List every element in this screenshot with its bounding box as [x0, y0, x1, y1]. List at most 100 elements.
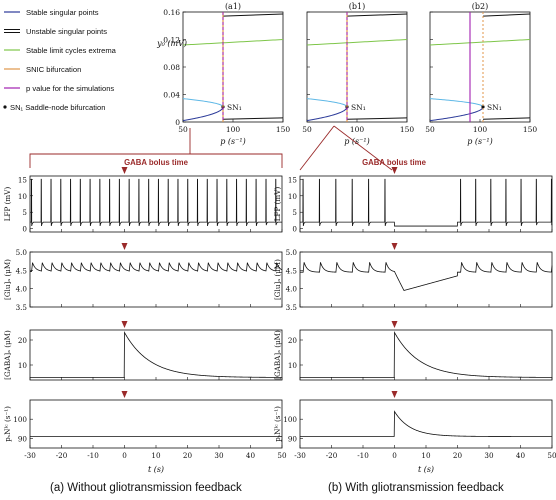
connector-b-right [333, 125, 393, 171]
ts-frame-b-gaba [299, 329, 553, 381]
ts-yticklabel-b-lfp: 5 [292, 208, 297, 217]
legend-item-0: Stable singular points [26, 8, 99, 17]
ts-yticklabel-a-glu: 5.0 [16, 248, 28, 257]
ts-frame-a-gaba [29, 329, 283, 381]
ts-bolus-marker-a-glu [121, 243, 128, 250]
legend-item-5: SN₁ Saddle-node bifurcation [10, 103, 105, 112]
ts-xticklabel-b: -30 [294, 451, 306, 460]
ts-xticklabel-a: -20 [56, 451, 68, 460]
bif-sn-label-b2: SN₁ [487, 103, 502, 112]
ts-xticklabel-a: -30 [24, 451, 36, 460]
bif-lower-unstable-b1 [346, 117, 408, 120]
bif-limit-upper-b1 [306, 39, 408, 46]
ts-yticklabel-a-psnic: 90 [18, 434, 28, 443]
bif-xticklabel-b2: 50 [425, 125, 435, 134]
ts-bolus-marker-b-glu [391, 243, 398, 250]
ts-xticklabel-a: 10 [151, 451, 161, 460]
bif-yticklabel: 0 [175, 118, 180, 127]
bolus-label-a: GABA bolus time [124, 158, 188, 167]
ts-frame-b-glu [299, 251, 553, 308]
trace-b-psnic [300, 410, 552, 437]
ts-yticklabel-a-glu: 4.5 [16, 266, 28, 275]
bif-ylabel: y₀ (mV) [156, 39, 187, 48]
ts-yticklabel-a-lfp: 10 [18, 192, 28, 201]
bif-xticklabel-b2: 150 [523, 125, 538, 134]
ts-xlabel-b: t (s) [418, 465, 434, 474]
bif-upper-stable-b2 [482, 13, 531, 17]
legend-item-2: Stable limit cycles extrema [26, 46, 117, 55]
bif-yticklabel: 0.12 [163, 36, 180, 45]
ts-frame-a-psnic [29, 399, 283, 449]
ts-yticklabel-a-glu: 4.0 [16, 285, 28, 294]
bif-xticklabel-a1: 50 [178, 125, 188, 134]
bif-sn-lower-b1 [306, 106, 348, 122]
ts-yticklabel-b-glu: 5.0 [286, 248, 298, 257]
trace-a-lfp [30, 178, 282, 227]
bif-frame-b2 [429, 11, 531, 123]
bif-title-a1: (a1) [225, 2, 241, 11]
ts-yticklabel-a-lfp: 15 [18, 175, 28, 184]
trace-b-gaba [300, 331, 552, 378]
bif-sn-lower-b2 [429, 106, 484, 122]
ts-xticklabel-a: 0 [122, 451, 127, 460]
ts-yticklabel-b-gaba: 20 [288, 336, 298, 345]
bif-lower-unstable-b2 [482, 117, 531, 120]
ts-bolus-marker-a-lfp [121, 167, 128, 174]
ts-bolus-marker-a-gaba [121, 321, 128, 328]
bif-limit-upper-a1 [182, 39, 284, 46]
ts-ylabel-b-gaba: [GABA]ₐ (μM) [273, 330, 282, 380]
ts-ylabel-a-lfp: LFP (mV) [3, 187, 12, 222]
ts-xticklabel-b: 20 [453, 451, 463, 460]
bif-yticklabel: 0.08 [163, 63, 180, 72]
ts-bolus-marker-a-psnic [121, 391, 128, 398]
ts-ylabel-a-psnic: pₛNᴵᶜ (s⁻¹) [3, 406, 12, 442]
ts-xticklabel-a: 40 [246, 451, 256, 460]
ts-frame-a-glu [29, 251, 283, 308]
trace-b-glu [300, 262, 553, 291]
bif-sn-upper-b1 [306, 98, 348, 108]
ts-bolus-marker-b-lfp [391, 167, 398, 174]
legend-marker-sn [3, 105, 7, 109]
bif-limit-upper-b2 [429, 39, 531, 46]
bif-xticklabel-a1: 150 [276, 125, 291, 134]
connector-a-left [29, 128, 191, 168]
bolus-label-b: GABA bolus time [362, 158, 426, 167]
ts-xticklabel-a: 20 [183, 451, 193, 460]
bif-xlabel-a1: p (s⁻¹) [220, 137, 245, 146]
ts-yticklabel-a-glu: 3.5 [16, 303, 28, 312]
ts-xticklabel-b: 10 [421, 451, 431, 460]
connector-b-left [299, 125, 335, 171]
ts-bolus-marker-b-gaba [391, 321, 398, 328]
ts-frame-b-psnic [299, 399, 553, 449]
trace-b-lfp [300, 178, 553, 227]
ts-xlabel-a: t (s) [148, 465, 164, 474]
bif-xticklabel-b1: 100 [350, 125, 365, 134]
ts-yticklabel-a-lfp: 0 [22, 225, 27, 234]
ts-yticklabel-b-lfp: 0 [292, 225, 297, 234]
bif-xticklabel-b1: 150 [400, 125, 415, 134]
bif-xticklabel-b1: 50 [302, 125, 312, 134]
ts-xticklabel-b: 0 [392, 451, 397, 460]
ts-yticklabel-b-psnic: 90 [288, 434, 298, 443]
ts-yticklabel-a-gaba: 20 [18, 336, 28, 345]
trace-a-glu [30, 262, 283, 272]
caption-b: (b) With gliotransmission feedback [328, 482, 504, 494]
ts-xticklabel-b: -20 [326, 451, 338, 460]
bif-upper-stable-b1 [346, 13, 408, 17]
bif-sn-label-b1: SN₁ [351, 103, 366, 112]
bif-sn-lower-a1 [182, 106, 224, 122]
ts-xticklabel-a: -10 [87, 451, 99, 460]
ts-frame-a-lfp [29, 175, 283, 233]
ts-yticklabel-a-psnic: 100 [13, 415, 27, 424]
ts-ylabel-b-glu: [Glu]ₐ (μM) [273, 259, 282, 300]
bif-xticklabel-a1: 100 [226, 125, 241, 134]
ts-bolus-marker-b-psnic [391, 391, 398, 398]
bif-upper-stable-a1 [222, 13, 284, 17]
ts-ylabel-b-psnic: pₛNᴵᶜ (s⁻¹) [273, 406, 282, 442]
ts-yticklabel-b-gaba: 10 [288, 361, 298, 370]
bif-title-b2: (b2) [472, 2, 488, 11]
bif-xlabel-b2: p (s⁻¹) [467, 137, 492, 146]
ts-xticklabel-b: -10 [357, 451, 369, 460]
bif-lower-unstable-a1 [222, 117, 284, 120]
ts-yticklabel-b-glu: 4.5 [286, 266, 298, 275]
